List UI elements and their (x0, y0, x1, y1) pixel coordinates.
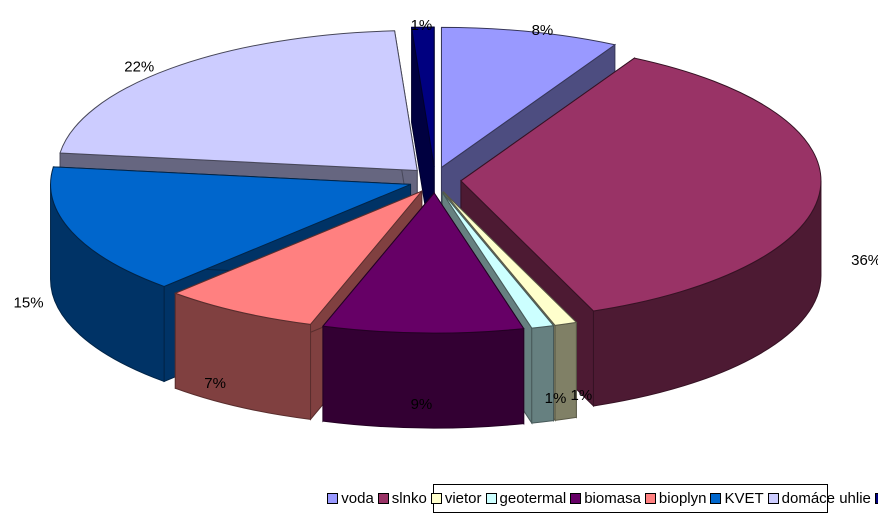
data-label: 15% (14, 294, 44, 311)
legend-swatch (570, 493, 582, 504)
slice-top (173, 190, 423, 325)
legend-label: geotermal (499, 490, 567, 507)
slice-top (410, 26, 435, 168)
slice-top (443, 191, 578, 326)
legend-swatch (327, 493, 339, 504)
legend-swatch (644, 493, 656, 504)
slice-top (50, 166, 411, 287)
legend-label: domáce uhlie (781, 490, 871, 507)
data-label: 1% (570, 387, 592, 404)
data-label: 1% (411, 17, 433, 34)
legend-swatch (874, 493, 878, 504)
slice (321, 191, 525, 429)
slice-top (321, 192, 525, 334)
data-label: 22% (124, 59, 154, 76)
slice (173, 189, 423, 421)
slice-top (440, 26, 617, 169)
legend-label: biomasa (584, 490, 641, 507)
legend-item: bioplyn (644, 490, 707, 507)
legend-swatch (485, 493, 497, 504)
legend-item: KVET (710, 490, 764, 507)
legend-swatch (430, 493, 442, 504)
legend-item: slnko (377, 490, 427, 507)
slice-wall (531, 325, 554, 424)
legend-label: slnko (391, 490, 427, 507)
legend-label: KVET (724, 490, 764, 507)
legend-item: biomasa (570, 490, 641, 507)
data-label: 1% (545, 390, 567, 407)
slice-top (460, 57, 822, 312)
legend-item: domáce uhlie (767, 490, 871, 507)
legend-label: vietor (444, 490, 482, 507)
legend-label: bioplyn (658, 490, 707, 507)
legend-item: vietor (430, 490, 482, 507)
legend: voda slnko vietor geotermal biomasa bioplyn KV… (327, 484, 878, 513)
data-label: 7% (204, 375, 226, 392)
legend-item: OKTE (874, 490, 878, 507)
slice (460, 57, 822, 408)
slice-top (441, 192, 555, 329)
data-label: 9% (411, 396, 433, 413)
legend-item: geotermal (485, 490, 567, 507)
data-label: 36% (851, 252, 878, 269)
legend-swatch (710, 493, 722, 504)
legend-swatch (377, 493, 389, 504)
legend-label: voda (341, 490, 374, 507)
chart: 8%36%1%1%9%7%15%22%1% (14, 17, 878, 429)
data-label: 8% (532, 22, 554, 39)
legend-item: voda (327, 490, 374, 507)
slice-top (59, 30, 418, 172)
legend-swatch (767, 493, 779, 504)
